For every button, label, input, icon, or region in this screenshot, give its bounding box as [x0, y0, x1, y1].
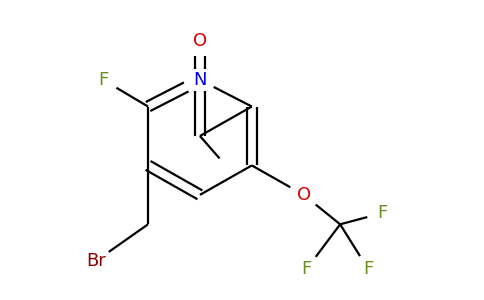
- Text: F: F: [302, 260, 312, 278]
- Text: F: F: [98, 71, 108, 89]
- Text: F: F: [377, 204, 387, 222]
- Text: N: N: [193, 71, 207, 89]
- Text: O: O: [297, 186, 311, 204]
- Text: O: O: [193, 32, 207, 50]
- Text: Br: Br: [86, 252, 106, 270]
- Text: F: F: [363, 260, 373, 278]
